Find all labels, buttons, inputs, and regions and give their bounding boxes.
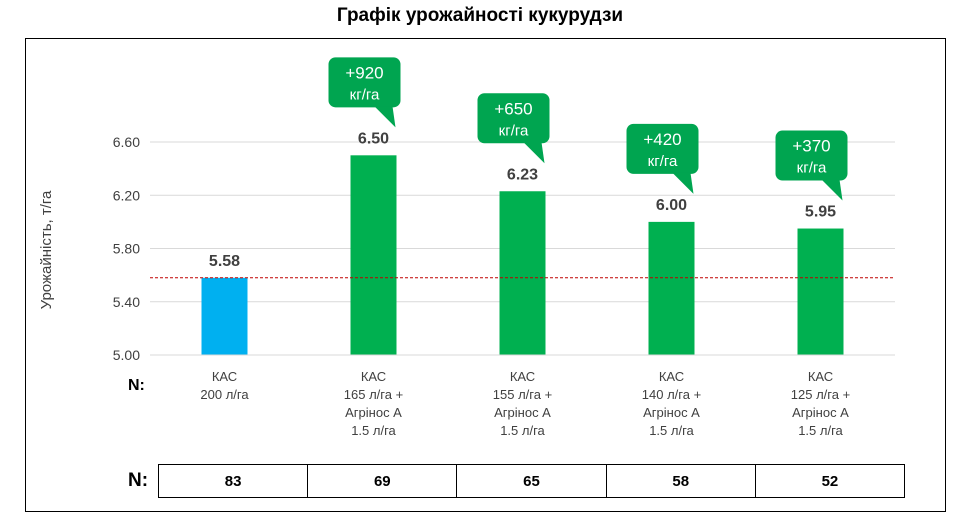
bar [648, 221, 695, 355]
category-label: Агрінос А [792, 405, 849, 420]
y-tick-label: 6.60 [113, 134, 140, 150]
callout-unit: кг/га [499, 122, 529, 139]
category-label: КАС [659, 369, 684, 384]
callout-pointer [821, 179, 843, 201]
bar [201, 277, 248, 355]
category-label: 1.5 л/га [798, 423, 843, 438]
callout-pointer [374, 106, 396, 128]
category-label: 200 л/га [200, 387, 249, 402]
callout-box [477, 93, 550, 144]
n-table-cell: 83 [224, 472, 242, 490]
n-table-cell: 69 [307, 465, 456, 497]
category-label: 155 л/га + [493, 387, 552, 402]
category-label: Агрінос А [345, 405, 402, 420]
data-label: 6.00 [656, 197, 687, 214]
category-label: 1.5 л/га [649, 423, 694, 438]
category-label: 125 л/га + [791, 387, 850, 402]
data-label: 5.58 [209, 253, 240, 270]
callout-unit: кг/га [797, 160, 827, 177]
category-label: Агрінос А [494, 405, 551, 420]
y-tick-label: 6.20 [113, 187, 140, 203]
category-label: КАС [808, 369, 833, 384]
bar [797, 228, 844, 355]
n-axis-label: N: [128, 377, 145, 394]
callout-unit: кг/га [648, 153, 678, 170]
y-tick-label: 5.40 [113, 294, 140, 310]
callout-value: +920 [345, 63, 383, 82]
category-label: 1.5 л/га [500, 423, 545, 438]
callout-pointer [523, 142, 545, 164]
category-label: 140 л/га + [642, 387, 701, 402]
callout-box [328, 57, 401, 108]
data-label: 6.50 [358, 130, 389, 147]
bar [499, 191, 546, 355]
callout-value: +420 [643, 130, 681, 149]
callout-value: +370 [792, 137, 830, 156]
chart-title: Графік урожайності кукурудзи [336, 5, 624, 26]
data-label: 6.23 [507, 166, 538, 183]
category-label: КАС [212, 369, 237, 384]
category-label: Агрінос А [643, 405, 700, 420]
callout-value: +650 [494, 99, 532, 118]
y-axis-label: Урожайність, т/га [38, 190, 55, 309]
callout-pointer [672, 172, 694, 194]
bar [350, 155, 397, 355]
category-label: 165 л/га + [344, 387, 403, 402]
category-label: КАС [510, 369, 535, 384]
y-tick-label: 5.80 [113, 241, 140, 257]
callout-box [626, 123, 699, 174]
n-table-cell: 58 [605, 465, 755, 497]
data-label: 5.95 [805, 204, 836, 221]
category-label: КАС [361, 369, 386, 384]
callout-unit: кг/га [350, 86, 380, 103]
callout-box [775, 130, 848, 181]
n-row-label: N: [128, 470, 149, 491]
n-table-cell: 65 [456, 465, 605, 497]
y-tick-label: 5.00 [113, 347, 140, 363]
category-label: 1.5 л/га [351, 423, 396, 438]
n-table: 83 69 65 58 52 [158, 464, 905, 498]
n-table-cell: 52 [754, 465, 904, 497]
chart-frame [25, 38, 946, 512]
